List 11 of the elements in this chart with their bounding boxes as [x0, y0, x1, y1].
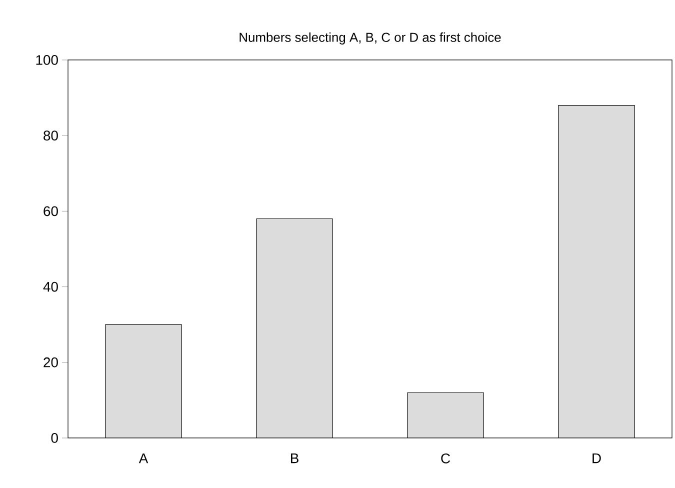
- y-tick-label: 60: [44, 206, 58, 216]
- y-tick-label: 100: [36, 55, 58, 65]
- x-tick-label: B: [290, 454, 298, 464]
- y-tick-label: 20: [44, 357, 58, 368]
- y-tick-label: 80: [44, 130, 58, 141]
- x-tick-label: D: [592, 454, 601, 464]
- y-tick-label: 40: [43, 282, 58, 292]
- x-tick-label: C: [441, 453, 450, 464]
- chart-title: Numbers selecting A, B, C or D as first choice: [240, 32, 501, 44]
- x-tick-label: A: [138, 454, 148, 464]
- y-tick-label: 0: [51, 433, 58, 443]
